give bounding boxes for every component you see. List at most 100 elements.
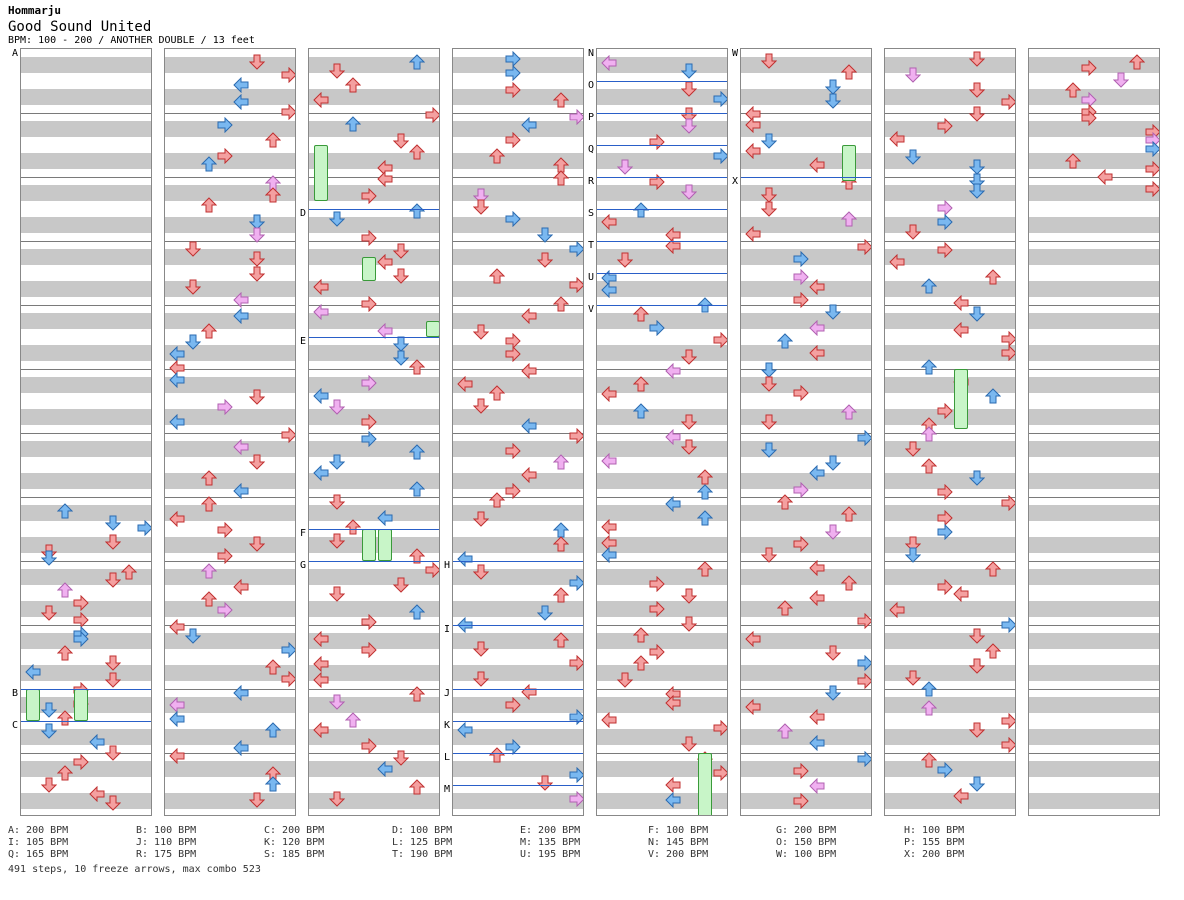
step-arrow-up [201,496,217,512]
beat-band [1029,153,1159,169]
measure-line [21,753,151,754]
beat-band [453,601,583,617]
step-arrow-up [489,747,505,763]
step-arrow-right [281,104,295,120]
step-arrow-down [905,547,921,563]
measure-line [165,369,295,370]
measure-line [165,497,295,498]
step-arrow-up [1065,82,1081,98]
bpm-entry: U: 195 BPM [520,849,581,860]
step-arrow-left [601,282,617,298]
beat-band [1029,793,1159,809]
step-arrow-up [841,506,857,522]
measure-line [885,753,1015,754]
step-arrow-left [233,685,249,701]
step-arrow-down [681,439,697,455]
measure-line [741,561,871,562]
step-arrow-up [345,116,361,132]
step-arrow-down [105,572,121,588]
step-arrow-up [553,632,569,648]
beat-band [1029,441,1159,457]
step-arrow-left [745,699,761,715]
beat-band [309,601,439,617]
beat-band [21,249,151,265]
measure-line [597,753,727,754]
step-arrow-left [889,602,905,618]
step-arrow-down [41,605,57,621]
measure-line [309,689,439,690]
bpm-entry: K: 120 BPM [264,837,325,848]
step-arrow-down [249,54,265,70]
bpm-segment-label: D [299,208,306,219]
beat-band [453,121,583,137]
step-arrow-up [697,484,713,500]
beat-band [885,313,1015,329]
measure-line [885,625,1015,626]
step-arrow-up [921,752,937,768]
step-arrow-down [761,133,777,149]
beat-band [453,57,583,73]
step-arrow-right [937,484,953,500]
beat-band [165,281,295,297]
beat-band [453,409,583,425]
step-arrow-down [825,455,841,471]
step-arrow-right [425,107,439,123]
step-arrow-left [521,418,537,434]
measure-line [165,625,295,626]
beat-band [1029,185,1159,201]
step-arrow-right [1001,617,1015,633]
step-arrow-down [969,82,985,98]
bpm-change-line [21,721,151,722]
beat-band [597,793,727,809]
beat-band [21,505,151,521]
beat-band [21,185,151,201]
freeze-arrow [842,145,856,181]
step-arrow-up [57,765,73,781]
bpm-entry: C: 200 BPM [264,825,325,836]
step-arrow-up [777,333,793,349]
bpm-change-line [309,561,439,562]
step-arrow-up [409,444,425,460]
beat-band [1029,89,1159,105]
bpm-change-line [453,561,583,562]
step-arrow-left [313,388,329,404]
bpm-segment-label: G [299,560,306,571]
step-arrow-right [1001,713,1015,729]
measure-line [741,689,871,690]
beat-band [597,153,727,169]
beat-band [165,185,295,201]
beat-band [21,473,151,489]
beat-band [453,153,583,169]
step-arrow-down [41,777,57,793]
step-arrow-down [969,51,985,67]
step-arrow-down [761,376,777,392]
beat-band [453,793,583,809]
step-arrow-left [89,786,105,802]
step-arrow-right [569,655,583,671]
bpm-segment-label: W [731,48,738,59]
step-arrow-down [969,628,985,644]
step-arrow-right [505,65,521,81]
chart-column [884,48,1016,816]
step-arrow-up [409,54,425,70]
freeze-arrow [698,753,712,815]
beat-band [453,665,583,681]
beat-band [453,729,583,745]
step-arrow-down [905,149,921,165]
beat-band [597,441,727,457]
step-arrow-left [809,157,825,173]
step-arrow-left [377,761,393,777]
step-arrow-down [105,745,121,761]
beat-band [597,697,727,713]
step-arrow-left [233,292,249,308]
measure-line [741,753,871,754]
step-arrow-down [329,454,345,470]
step-arrow-left [89,734,105,750]
step-arrow-up [921,458,937,474]
beat-band [1029,57,1159,73]
bpm-legend: A: 200 BPM B: 100 BPM C: 200 BPM D: 100 … [8,825,1178,861]
step-arrow-up [409,359,425,375]
step-arrow-right [73,754,89,770]
step-arrow-down [537,775,553,791]
beat-band [885,729,1015,745]
